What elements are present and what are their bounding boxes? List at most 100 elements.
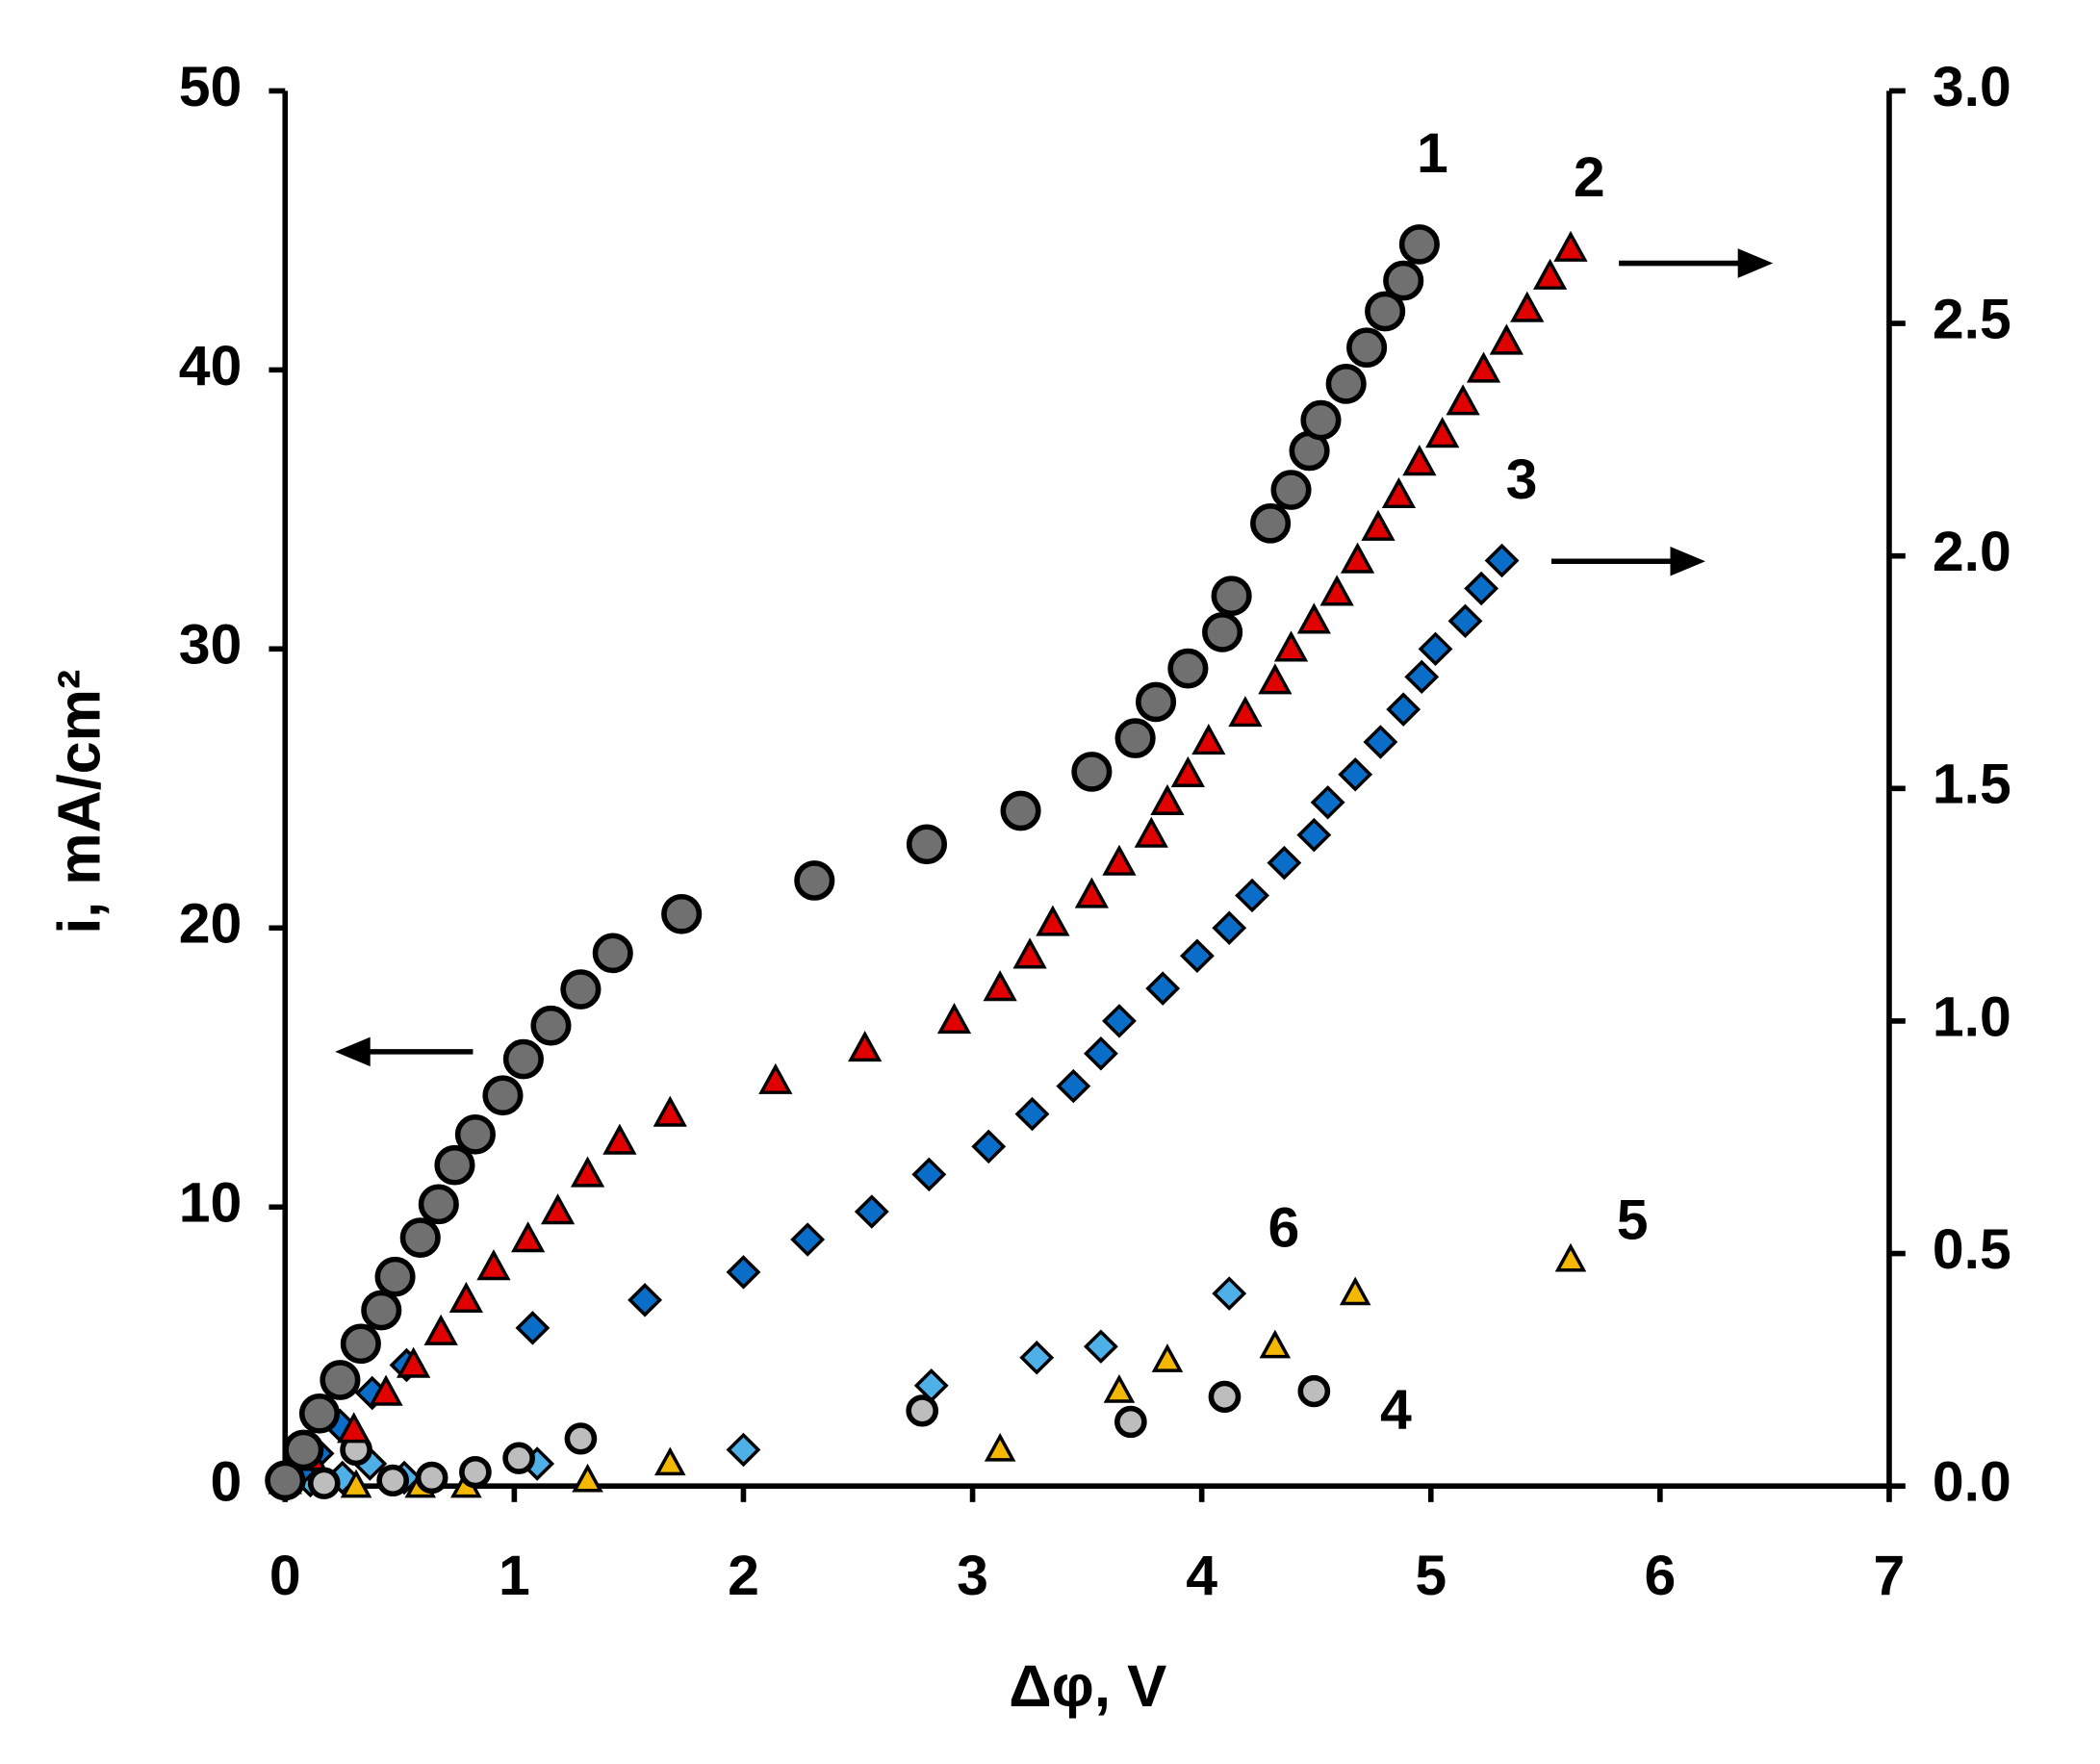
data-point bbox=[1102, 1004, 1137, 1038]
data-point bbox=[1425, 417, 1460, 448]
x-tick-label: 3 bbox=[957, 1545, 988, 1607]
y2-tick-label: 2.0 bbox=[1933, 521, 2011, 583]
data-point bbox=[1297, 1374, 1331, 1408]
data-point bbox=[374, 1256, 416, 1297]
data-point bbox=[1019, 1341, 1055, 1375]
data-point bbox=[560, 969, 602, 1010]
data-point bbox=[265, 1460, 306, 1501]
curve-label: 3 bbox=[1506, 448, 1538, 511]
data-point bbox=[1510, 291, 1545, 322]
data-point bbox=[1036, 905, 1070, 936]
data-point bbox=[1212, 910, 1247, 945]
data-point bbox=[396, 1346, 431, 1378]
data-point bbox=[1258, 663, 1293, 695]
data-point bbox=[906, 1394, 939, 1427]
data-point bbox=[1179, 938, 1215, 973]
data-point bbox=[653, 1446, 686, 1476]
y-tick-label: 50 bbox=[179, 56, 243, 118]
data-point bbox=[515, 1311, 551, 1345]
data-point bbox=[1273, 630, 1309, 662]
data-point bbox=[530, 1005, 572, 1046]
data-point bbox=[1145, 971, 1181, 1006]
data-point bbox=[1170, 755, 1205, 787]
data-point bbox=[984, 1432, 1016, 1462]
data-point bbox=[399, 1217, 441, 1258]
arrow-head bbox=[335, 1036, 371, 1067]
curve-label: 6 bbox=[1268, 1197, 1300, 1260]
data-point bbox=[1404, 659, 1440, 695]
data-point bbox=[794, 860, 835, 901]
data-point bbox=[627, 1283, 663, 1317]
data-point bbox=[1346, 327, 1388, 369]
data-point bbox=[376, 1464, 410, 1497]
data-point bbox=[423, 1314, 458, 1345]
data-point bbox=[1014, 1096, 1050, 1132]
data-point bbox=[1418, 631, 1453, 667]
data-point bbox=[1339, 1276, 1371, 1306]
data-point bbox=[848, 1030, 883, 1062]
data-point bbox=[340, 1469, 372, 1498]
curve-label: 1 bbox=[1417, 123, 1448, 186]
data-point bbox=[298, 1393, 341, 1434]
data-point bbox=[1553, 230, 1588, 262]
data-point bbox=[592, 933, 633, 974]
data-point bbox=[1398, 224, 1440, 265]
data-point bbox=[1363, 725, 1398, 759]
y2-tick-label: 0.5 bbox=[1933, 1218, 2011, 1281]
y2-tick-label: 2.5 bbox=[1933, 289, 2011, 351]
data-point bbox=[1386, 692, 1421, 727]
data-point bbox=[602, 1123, 637, 1155]
data-point bbox=[1340, 542, 1375, 574]
data-point bbox=[1191, 724, 1226, 755]
x-tick-label: 5 bbox=[1415, 1545, 1447, 1607]
data-point bbox=[340, 1323, 381, 1365]
data-point bbox=[790, 1222, 826, 1257]
data-point bbox=[971, 1129, 1007, 1164]
data-point bbox=[1270, 470, 1312, 510]
axis-arrows bbox=[335, 248, 1774, 1067]
data-point bbox=[369, 1374, 403, 1406]
data-point bbox=[936, 1003, 972, 1035]
data-point bbox=[758, 1062, 793, 1094]
data-point bbox=[1296, 602, 1331, 634]
data-point bbox=[434, 1144, 475, 1186]
data-point bbox=[1365, 291, 1406, 332]
data-point bbox=[1489, 323, 1524, 355]
data-point bbox=[1464, 571, 1499, 606]
y-axis-title: i, mA/cm² bbox=[46, 670, 113, 934]
data-point bbox=[1250, 503, 1292, 544]
x-tick-label: 6 bbox=[1644, 1545, 1676, 1607]
x-tick-label: 2 bbox=[728, 1545, 759, 1607]
data-point bbox=[1114, 718, 1156, 758]
data-point bbox=[283, 1429, 324, 1470]
y-tick-label: 40 bbox=[179, 335, 243, 397]
data-point bbox=[1212, 1276, 1247, 1311]
data-point bbox=[1000, 790, 1041, 831]
data-point bbox=[1083, 1329, 1118, 1364]
y-tick-label: 20 bbox=[179, 893, 243, 956]
y-tick-label: 10 bbox=[179, 1172, 243, 1235]
arrow-head bbox=[1670, 546, 1705, 576]
curve-label: 5 bbox=[1617, 1189, 1649, 1252]
data-point bbox=[1554, 1242, 1587, 1272]
data-point bbox=[1074, 877, 1109, 908]
x-tick-label: 7 bbox=[1874, 1545, 1906, 1607]
data-point bbox=[1383, 260, 1424, 301]
y2-tick-label: 3.0 bbox=[1933, 56, 2011, 118]
data-point bbox=[1300, 399, 1342, 441]
data-point bbox=[1381, 476, 1417, 509]
data-point bbox=[1446, 384, 1480, 416]
data-point bbox=[1012, 937, 1047, 969]
data-point bbox=[1310, 785, 1345, 820]
data-point bbox=[1102, 844, 1137, 876]
data-point bbox=[1319, 575, 1354, 606]
data-point bbox=[854, 1194, 889, 1229]
data-point bbox=[448, 1281, 483, 1314]
data-point bbox=[1228, 696, 1263, 728]
curve-label: 2 bbox=[1574, 147, 1605, 210]
curve-label: 4 bbox=[1380, 1379, 1412, 1442]
arrow-head bbox=[1737, 248, 1774, 278]
data-point bbox=[1150, 783, 1185, 815]
data-point bbox=[1083, 1036, 1118, 1071]
data-point bbox=[459, 1456, 492, 1489]
